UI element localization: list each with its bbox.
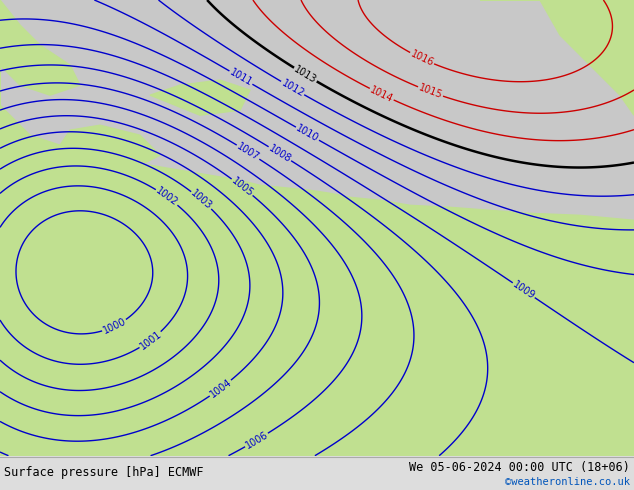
- Text: 1016: 1016: [409, 49, 435, 68]
- Text: 1001: 1001: [138, 329, 164, 351]
- Text: 1006: 1006: [243, 430, 269, 451]
- Polygon shape: [60, 125, 160, 165]
- Polygon shape: [150, 80, 250, 115]
- Text: 1013: 1013: [292, 64, 318, 85]
- Text: 1003: 1003: [189, 188, 214, 212]
- Text: ©weatheronline.co.uk: ©weatheronline.co.uk: [505, 477, 630, 487]
- Text: 1010: 1010: [294, 123, 321, 144]
- Text: 1014: 1014: [368, 84, 395, 104]
- Text: Surface pressure [hPa] ECMWF: Surface pressure [hPa] ECMWF: [4, 466, 204, 479]
- Polygon shape: [480, 0, 634, 115]
- Text: 1007: 1007: [235, 141, 261, 163]
- Text: 1011: 1011: [228, 67, 254, 88]
- Text: 1009: 1009: [511, 279, 537, 301]
- Text: 1015: 1015: [417, 83, 444, 100]
- Polygon shape: [0, 0, 634, 456]
- Text: 1005: 1005: [230, 175, 255, 198]
- Text: 1002: 1002: [154, 186, 180, 208]
- Text: 1004: 1004: [208, 377, 233, 400]
- Text: We 05-06-2024 00:00 UTC (18+06): We 05-06-2024 00:00 UTC (18+06): [409, 461, 630, 474]
- Text: 1008: 1008: [267, 143, 293, 165]
- Text: 1000: 1000: [101, 317, 127, 336]
- Polygon shape: [0, 0, 80, 95]
- Text: 1012: 1012: [280, 77, 306, 98]
